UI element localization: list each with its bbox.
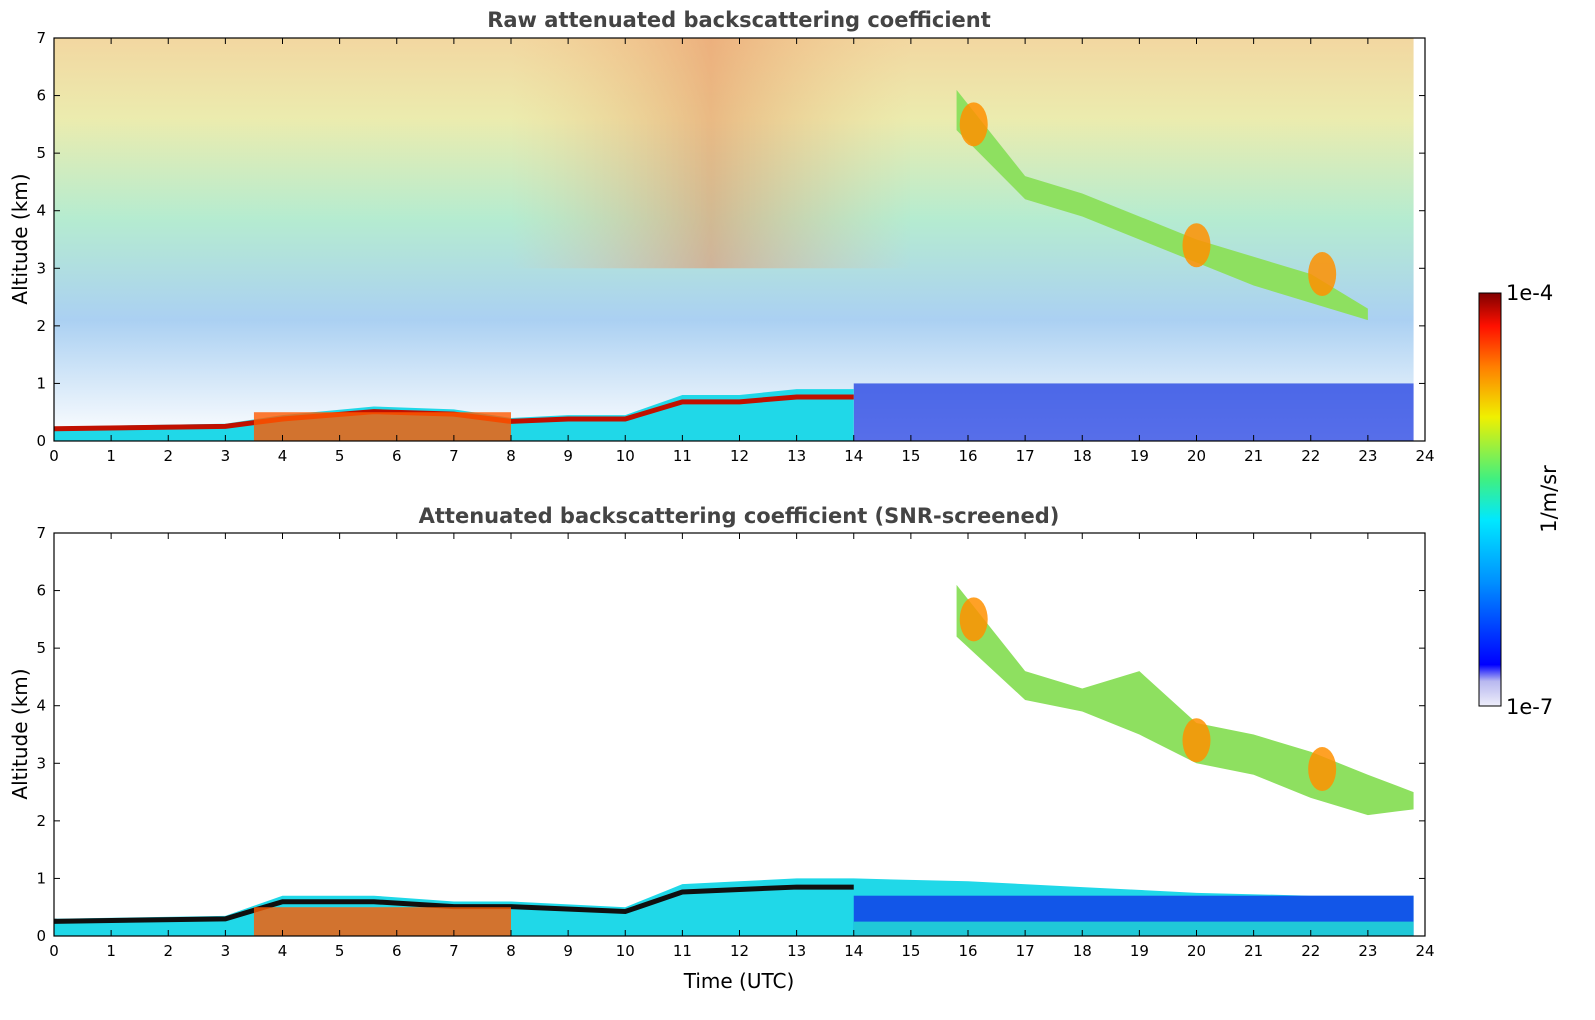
y-tick-label: 6 [36,87,46,105]
daytime-noise [511,38,911,269]
x-tick-label: 14 [844,447,863,465]
colorbar: 1e-4 1e-7 1/m/sr [1478,281,1561,719]
panel-title-raw: Raw attenuated backscattering coefficien… [487,8,991,32]
cloud-core-1 [1182,223,1211,268]
cirrus-cloud [956,89,1368,321]
ylabel-raw: Altitude (km) [8,173,32,304]
x-tick-label: 16 [958,942,977,960]
colorbar-unit-label: 1/m/sr [1537,465,1561,533]
x-tick-label: 15 [901,942,920,960]
x-tick-label: 0 [49,942,59,960]
y-tick-label: 4 [36,202,46,220]
x-tick-label: 10 [616,447,635,465]
screened-backscatter-panel: Attenuated backscattering coefficient (S… [8,504,1435,993]
y-tick-label: 0 [36,432,46,450]
x-tick-label: 20 [1187,447,1206,465]
y-tick-label: 0 [36,927,46,945]
cloud-core-0 [959,597,988,642]
x-tick-label: 23 [1358,942,1377,960]
x-tick-label: 8 [506,447,516,465]
xlabel-time: Time (UTC) [683,969,795,993]
x-tick-label: 21 [1244,942,1263,960]
x-tick-label: 2 [163,447,173,465]
x-tick-label: 0 [49,447,59,465]
x-tick-label: 5 [335,942,345,960]
x-tick-label: 3 [221,942,231,960]
dense-aerosol [253,412,511,441]
ylabel-screened: Altitude (km) [8,668,32,799]
y-tick-label: 2 [36,317,46,335]
x-tick-label: 18 [1073,447,1092,465]
x-tick-label: 13 [787,447,806,465]
x-tick-label: 1 [106,447,116,465]
y-tick-label: 7 [36,524,46,542]
cloud-core-2 [1308,747,1337,792]
colorbar-min-label: 1e-7 [1506,695,1553,719]
cloud-core-1 [1182,718,1211,763]
x-tick-label: 7 [449,942,459,960]
x-tick-label: 9 [563,447,573,465]
x-tick-label: 19 [1130,942,1149,960]
y-tick-label: 7 [36,29,46,47]
y-tick-label: 6 [36,582,46,600]
x-tick-label: 11 [673,447,692,465]
x-tick-label: 9 [563,942,573,960]
x-tick-label: 22 [1301,447,1320,465]
x-tick-label: 2 [163,942,173,960]
raw-backscatter-panel: Raw attenuated backscattering coefficien… [8,8,1435,465]
cloud-core-2 [1308,252,1337,297]
x-tick-label: 1 [106,942,116,960]
x-tick-label: 17 [1016,942,1035,960]
cloud-core-0 [959,102,988,147]
x-tick-label: 6 [392,447,402,465]
x-tick-label: 16 [958,447,977,465]
x-tick-label: 18 [1073,942,1092,960]
x-tick-label: 8 [506,942,516,960]
raw-plot-area: 0 1 2 3 4 5 6 7 8 9 10 11 12 13 14 15 16 17 18 19 20 21 22 23 24… [36,29,1434,465]
y-tick-label: 5 [36,144,46,162]
y-tick-label: 3 [36,754,46,772]
x-tick-label: 19 [1130,447,1149,465]
x-tick-label: 21 [1244,447,1263,465]
x-tick-label: 22 [1301,942,1320,960]
dense-aerosol [253,907,511,936]
x-tick-label: 10 [616,942,635,960]
x-tick-label: 20 [1187,942,1206,960]
x-tick-label: 24 [1415,447,1434,465]
boundary-layer-top [54,884,854,924]
x-tick-label: 14 [844,942,863,960]
y-tick-label: 1 [36,869,46,887]
x-tick-label: 17 [1016,447,1035,465]
x-tick-label: 23 [1358,447,1377,465]
x-tick-label: 12 [730,942,749,960]
y-tick-label: 5 [36,639,46,657]
x-tick-label: 6 [392,942,402,960]
x-tick-label: 12 [730,447,749,465]
backscatter-field [54,584,1414,936]
night-aerosol-layer [853,383,1414,441]
x-tick-label: 13 [787,942,806,960]
y-tick-label: 4 [36,697,46,715]
x-tick-label: 11 [673,942,692,960]
y-tick-label: 3 [36,259,46,277]
cirrus-cloud [956,584,1414,816]
backscatter-field [54,38,1414,441]
y-tick-label: 1 [36,374,46,392]
x-tick-label: 5 [335,447,345,465]
surface-layer [853,921,1414,936]
x-tick-label: 15 [901,447,920,465]
x-tick-label: 3 [221,447,231,465]
x-tick-label: 24 [1415,942,1434,960]
x-tick-label: 4 [278,447,288,465]
panel-title-screened: Attenuated backscattering coefficient (S… [419,504,1060,528]
x-tick-label: 4 [278,942,288,960]
colorbar-gradient [1478,292,1502,707]
colorbar-max-label: 1e-4 [1506,281,1553,305]
y-tick-label: 2 [36,812,46,830]
screened-plot-area: 0 1 2 3 4 5 6 7 8 9 10 11 12 13 14 15 16 17 18 19 20 21 22 23 24… [36,524,1434,960]
x-tick-label: 7 [449,447,459,465]
